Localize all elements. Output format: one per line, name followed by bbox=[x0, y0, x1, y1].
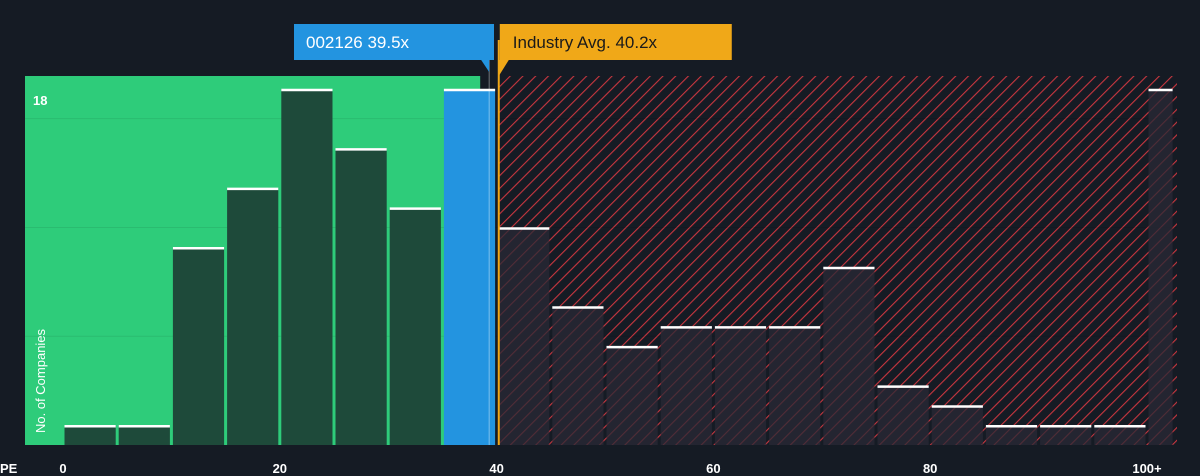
x-tick-label: 40 bbox=[489, 461, 503, 476]
histogram-bar bbox=[281, 89, 333, 445]
industry-avg-callout-label: Industry Avg. 40.2x bbox=[513, 33, 658, 52]
company-callout bbox=[294, 24, 494, 60]
histogram-bar bbox=[606, 346, 658, 445]
company-callout-label: 002126 39.5x bbox=[306, 33, 410, 52]
histogram-bar bbox=[823, 267, 875, 445]
company-callout-pointer bbox=[481, 60, 490, 72]
histogram-bar bbox=[985, 425, 1038, 445]
histogram-bar bbox=[931, 405, 983, 445]
x-tick-label: 0 bbox=[59, 461, 66, 476]
x-tick-label: 20 bbox=[273, 461, 287, 476]
histogram-bar bbox=[877, 385, 929, 445]
histogram-bar bbox=[1040, 425, 1092, 445]
histogram-bar bbox=[769, 326, 821, 445]
histogram-bar bbox=[1148, 89, 1173, 445]
y-axis-title: No. of Companies bbox=[33, 328, 48, 433]
histogram-bar bbox=[172, 247, 225, 445]
x-tick-label: 60 bbox=[706, 461, 720, 476]
y-tick-label: 18 bbox=[33, 93, 47, 108]
histogram-bar bbox=[1094, 425, 1146, 445]
histogram-bar bbox=[498, 227, 550, 445]
histogram-bar bbox=[118, 425, 170, 445]
x-axis-title: PE bbox=[0, 461, 18, 476]
histogram-bar bbox=[660, 326, 712, 445]
histogram-bar bbox=[64, 425, 116, 445]
x-tick-label: 80 bbox=[923, 461, 937, 476]
histogram-bar bbox=[552, 306, 604, 445]
histogram-bar bbox=[389, 207, 441, 445]
histogram-bar bbox=[335, 148, 387, 446]
histogram-bar bbox=[443, 89, 496, 445]
histogram-bar bbox=[714, 326, 767, 445]
x-tick-label: 100+ bbox=[1132, 461, 1162, 476]
histogram-bar bbox=[227, 187, 279, 445]
industry-avg-callout bbox=[499, 24, 732, 60]
industry-avg-callout-pointer bbox=[498, 60, 509, 76]
